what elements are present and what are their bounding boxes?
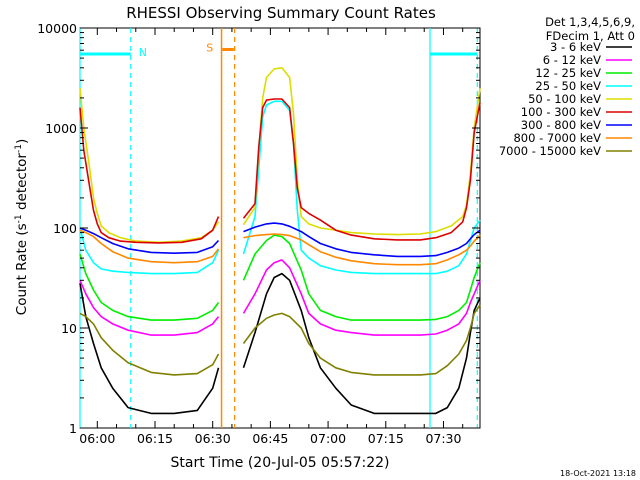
chart-title: RHESSI Observing Summary Count Rates xyxy=(126,4,436,22)
y-axis-label-sup: -1 xyxy=(14,214,24,223)
legend-header-line-2: FDecim 1, Att 0 xyxy=(546,29,635,43)
legend-label: 12 - 25 keV xyxy=(535,66,601,80)
x-tick-label: 06:45 xyxy=(252,431,288,446)
y-tick-label: 1 xyxy=(69,421,77,436)
y-tick-label: 10 xyxy=(61,321,77,336)
y-axis-label-middle: detector xyxy=(14,153,30,215)
legend-label: 300 - 800 keV xyxy=(521,118,601,132)
x-tick-label: 07:15 xyxy=(368,431,404,446)
series-line xyxy=(79,88,220,244)
series-line xyxy=(242,67,481,236)
y-tick-label: 100 xyxy=(53,221,77,236)
footer-timestamp: 18-Oct-2021 13:18 xyxy=(560,469,636,478)
legend-label: 25 - 50 keV xyxy=(535,79,601,93)
legend: Det 1,3,4,5,6,9, FDecim 1, Att 0 3 - 6 k… xyxy=(499,15,635,158)
series-line xyxy=(79,227,220,275)
series-line xyxy=(79,229,220,264)
series-line xyxy=(79,279,220,336)
legend-label: 800 - 7000 keV xyxy=(513,131,601,145)
series-line xyxy=(79,107,220,244)
series-line xyxy=(242,234,481,321)
legend-label: 50 - 100 keV xyxy=(528,92,601,106)
y-axis-label-close: ) xyxy=(14,139,30,144)
series-line xyxy=(79,312,220,376)
x-tick-label: 06:00 xyxy=(79,431,115,446)
series-line xyxy=(242,304,481,376)
legend-label: 7000 - 15000 keV xyxy=(499,144,601,158)
x-axis: 06:00 06:15 06:30 06:45 07:00 07:15 07:30 xyxy=(79,28,464,446)
series-line xyxy=(79,227,220,254)
y-tick-label: 10000 xyxy=(37,21,77,36)
saa-marker-label: S xyxy=(206,41,213,54)
series-layer xyxy=(79,67,481,415)
x-tick-label: 07:30 xyxy=(425,431,461,446)
legend-header-line-1: Det 1,3,4,5,6,9, xyxy=(545,15,635,29)
x-axis-label: Start Time (20-Jul-05 05:57:22) xyxy=(170,455,389,471)
y-axis-label-prefix: Count Rate (s xyxy=(14,223,30,315)
series-line xyxy=(79,253,220,321)
series-line xyxy=(243,233,481,266)
series-line xyxy=(243,222,481,258)
x-tick-label: 06:30 xyxy=(195,431,231,446)
series-line xyxy=(242,100,481,275)
x-tick-label: 06:15 xyxy=(137,431,173,446)
y-axis: 1 10 100 1000 10000 xyxy=(37,21,480,436)
legend-label: 6 - 12 keV xyxy=(543,53,601,67)
night-marker-label: N xyxy=(139,46,147,59)
series-line xyxy=(79,283,220,415)
y-axis-label: Count Rate (s-1 detector-1) xyxy=(14,139,30,315)
x-tick-label: 07:00 xyxy=(310,431,346,446)
legend-label: 3 - 6 keV xyxy=(550,40,601,54)
plot-area: N S 06:00 06:15 06:30 06:45 07:00 07:15 07:30 1… xyxy=(37,21,481,446)
y-tick-label: 1000 xyxy=(45,121,77,136)
series-line xyxy=(242,259,481,336)
series-line xyxy=(242,272,481,415)
series-line xyxy=(242,98,481,241)
y-axis-label-sup2: -1 xyxy=(14,144,24,153)
legend-label: 100 - 300 keV xyxy=(521,105,601,119)
